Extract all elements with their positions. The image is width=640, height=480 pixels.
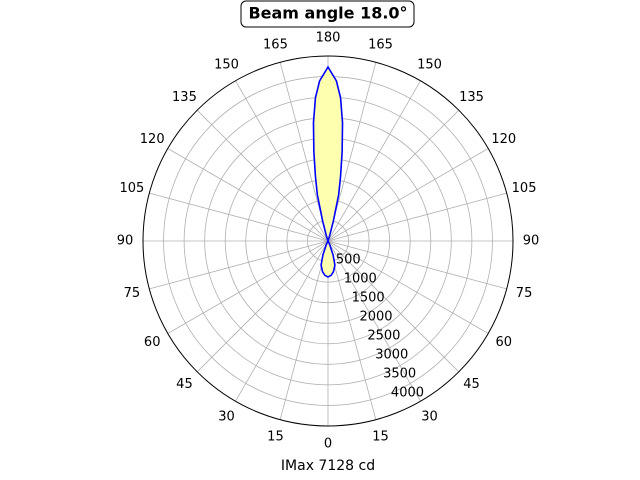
grid-line: [149, 240, 329, 290]
grid-line: [327, 148, 489, 242]
grid-line: [196, 240, 329, 373]
theta-tick-label: 120: [491, 132, 516, 147]
chart-title: Beam angle 18.0°: [248, 4, 407, 23]
r-tick-label: 2000: [359, 309, 392, 324]
theta-tick-label: 30: [218, 409, 235, 424]
grid-line: [327, 240, 377, 420]
theta-tick-label: 105: [512, 181, 537, 196]
r-tick-label: 3000: [375, 347, 408, 362]
theta-tick-label: 90: [117, 234, 134, 249]
theta-tick-label: 180: [316, 31, 341, 46]
r-tick-label: 1000: [344, 271, 377, 286]
theta-tick-label: 135: [172, 90, 197, 105]
grid-line: [327, 80, 421, 242]
theta-tick-label: 30: [421, 409, 438, 424]
theta-tick-label: 75: [516, 286, 533, 301]
theta-tick-label: 150: [214, 58, 239, 73]
r-tick-label: 3500: [383, 366, 416, 381]
theta-tick-label: 135: [459, 90, 484, 105]
grid-line: [327, 192, 507, 242]
title-box: [240, 0, 415, 28]
theta-tick-label: 90: [523, 234, 540, 249]
theta-tick-label: 165: [368, 37, 393, 52]
theta-tick-label: 150: [417, 58, 442, 73]
grid-line: [167, 148, 329, 242]
grid-line: [327, 109, 460, 242]
theta-tick-label: 0: [324, 437, 332, 452]
theta-tick-label: 60: [496, 335, 513, 350]
theta-tick-label: 15: [372, 430, 389, 445]
x-label: IMax 7128 cd: [281, 458, 375, 474]
grid-line: [196, 109, 329, 242]
grid-line: [235, 240, 329, 402]
r-tick-label: 1500: [352, 290, 385, 305]
theta-tick-label: 45: [176, 377, 193, 392]
r-tick-label: 2500: [367, 328, 400, 343]
grid-line: [327, 240, 489, 334]
grid-line: [279, 240, 329, 420]
grid-line: [149, 192, 329, 242]
theta-tick-label: 165: [263, 37, 288, 52]
theta-tick-label: 45: [463, 377, 480, 392]
theta-tick-label: 105: [120, 181, 145, 196]
grid-line: [235, 80, 329, 242]
grid-line: [327, 240, 421, 402]
r-tick-label: 4000: [391, 385, 424, 400]
beam-area: [313, 67, 343, 277]
polar-frame: [142, 55, 514, 427]
grid-line: [327, 240, 507, 290]
theta-tick-label: 60: [144, 335, 161, 350]
theta-tick-label: 75: [124, 286, 141, 301]
theta-tick-label: 120: [140, 132, 165, 147]
grid-line: [327, 240, 460, 373]
theta-tick-label: 15: [267, 430, 284, 445]
grid-line: [167, 240, 329, 334]
beam-line: [312, 65, 344, 278]
r-tick-label: 500: [336, 252, 361, 267]
